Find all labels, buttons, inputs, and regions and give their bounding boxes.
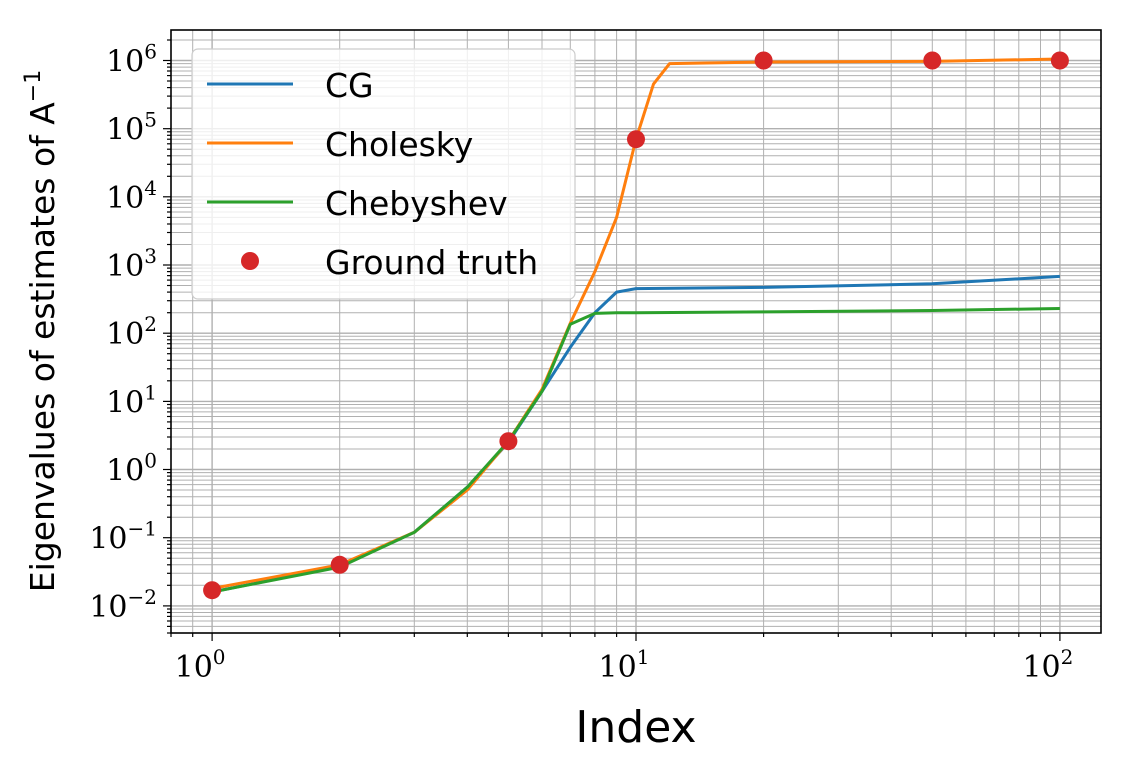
y-tick-label-base: 10: [106, 181, 144, 216]
y-tick-label: 10−2: [89, 585, 157, 625]
y-tick-label-exponent: 0: [144, 449, 157, 473]
x-tick-label-exponent: 0: [213, 645, 226, 669]
y-tick-label-exponent: 3: [144, 244, 157, 268]
y-tick-label-base: 10: [106, 113, 144, 148]
y-tick-label-base: 10: [106, 249, 144, 284]
y-tick-label: 101: [106, 380, 157, 420]
y-axis-title-superscript: −1: [21, 70, 46, 102]
y-tick-label: 105: [106, 108, 157, 148]
y-tick-label-base: 10: [89, 590, 127, 625]
data-point-ground-truth: [923, 51, 942, 70]
y-tick-label: 104: [106, 176, 157, 216]
x-tick-label: 101: [599, 645, 650, 685]
x-tick-label: 100: [175, 645, 226, 685]
x-tick-label-base: 10: [1022, 650, 1060, 685]
legend-label-chebyshev: Chebyshev: [325, 184, 508, 223]
y-tick-label-exponent: 2: [144, 312, 157, 336]
y-tick-label-base: 10: [106, 454, 144, 489]
data-point-ground-truth: [330, 555, 349, 574]
y-tick-label: 100: [106, 449, 157, 489]
y-tick-label: 10−1: [89, 517, 157, 557]
x-tick-label-base: 10: [175, 650, 213, 685]
data-point-ground-truth: [203, 581, 222, 600]
y-tick-label-exponent: 4: [144, 176, 157, 200]
legend: CG Cholesky Chebyshev Ground truth: [191, 48, 576, 300]
y-tick-label-exponent: 5: [144, 108, 157, 132]
y-tick-label-exponent: −1: [128, 517, 157, 541]
y-tick-label-base: 10: [89, 522, 127, 557]
legend-label-cholesky: Cholesky: [325, 125, 473, 164]
data-point-ground-truth: [627, 130, 645, 149]
y-tick-label-base: 10: [106, 385, 144, 420]
y-axis-title: Eigenvalues of estimates of A−1: [21, 70, 62, 593]
y-tick-label: 103: [106, 244, 157, 284]
x-tick-label-base: 10: [599, 650, 637, 685]
y-tick-label: 106: [106, 39, 157, 79]
x-tick-label-exponent: 2: [1061, 645, 1074, 669]
series-line-chebyshev: [211, 307, 1060, 594]
y-tick-label-base: 10: [106, 317, 144, 352]
x-tick-label-exponent: 1: [637, 645, 650, 669]
data-point-ground-truth: [1050, 51, 1069, 70]
y-axis-title-text: Eigenvalues of estimates of A: [23, 102, 62, 592]
series-layer: [203, 51, 1069, 600]
x-tick-label: 102: [1022, 645, 1073, 685]
data-point-ground-truth: [754, 51, 773, 70]
y-tick-label-base: 10: [106, 44, 144, 79]
legend-label-cg: CG: [325, 66, 374, 105]
legend-label-ground-truth: Ground truth: [325, 243, 538, 282]
y-tick-label-exponent: 6: [144, 39, 157, 63]
data-point-ground-truth: [499, 432, 518, 451]
legend-swatch-ground-truth: [241, 252, 259, 270]
y-tick-label-exponent: 1: [144, 380, 157, 404]
y-tick-label: 102: [106, 312, 157, 352]
x-axis-title: Index: [575, 702, 696, 753]
y-tick-label-exponent: −2: [128, 585, 157, 609]
legend-box: [191, 48, 576, 300]
